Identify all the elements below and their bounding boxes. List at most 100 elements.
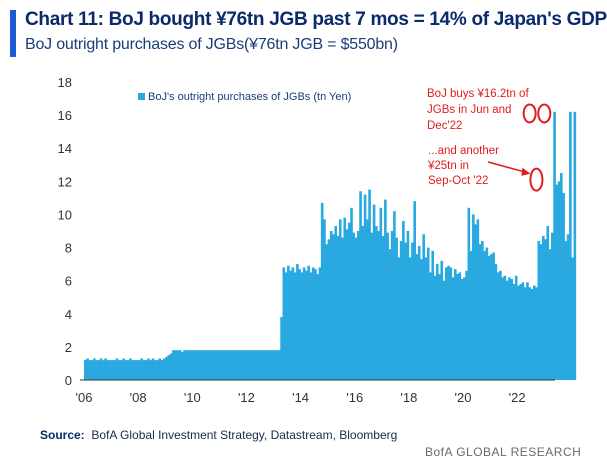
- bar: [205, 350, 209, 380]
- bar: [221, 350, 225, 380]
- bar: [99, 358, 103, 380]
- bar: [539, 244, 543, 380]
- bar: [505, 280, 509, 380]
- bar: [492, 252, 495, 380]
- bar: [361, 226, 365, 380]
- x-tick-label: '06: [76, 390, 93, 405]
- bar: [219, 350, 222, 380]
- y-tick-label: 12: [58, 174, 72, 189]
- bar: [569, 111, 572, 381]
- bar: [555, 184, 559, 380]
- bar: [120, 360, 123, 380]
- bar: [544, 239, 547, 380]
- source-text: BofA Global Investment Strategy, Datastr…: [91, 428, 398, 442]
- bar: [271, 350, 274, 380]
- bar: [487, 255, 491, 380]
- bar: [368, 189, 371, 380]
- bar: [469, 250, 473, 380]
- bar: [476, 219, 480, 380]
- bar: [379, 207, 383, 380]
- bar: [347, 222, 351, 380]
- bar: [548, 249, 552, 380]
- bar: [320, 202, 324, 380]
- bar: [289, 270, 292, 380]
- bar: [237, 350, 241, 380]
- bar: [108, 360, 112, 380]
- bar: [435, 264, 439, 380]
- bar: [266, 350, 270, 380]
- x-tick-label: '12: [238, 390, 255, 405]
- bar: [192, 350, 195, 380]
- bar: [532, 285, 536, 380]
- bar: [138, 360, 141, 380]
- bar: [438, 274, 441, 380]
- legend-swatch: [138, 93, 145, 100]
- bar: [269, 350, 272, 380]
- annotation-text-line: BoJ buys ¥16.2tn of: [427, 88, 529, 100]
- bar: [126, 360, 130, 380]
- bar: [291, 267, 295, 380]
- bar: [210, 350, 213, 380]
- bar: [372, 204, 376, 380]
- bar: [111, 360, 114, 380]
- bar: [458, 272, 462, 380]
- bar: [325, 244, 329, 380]
- bar: [332, 234, 335, 380]
- bar: [84, 360, 87, 380]
- bar: [356, 231, 360, 380]
- bar: [230, 350, 234, 380]
- bar: [456, 274, 459, 380]
- bar: [176, 350, 180, 380]
- chart-subtitle: BoJ outright purchases of JGBs(¥76tn JGB…: [25, 36, 398, 53]
- bar: [183, 350, 186, 380]
- bar: [158, 358, 162, 380]
- bar: [223, 350, 227, 380]
- x-tick-label: '10: [184, 390, 201, 405]
- bar: [296, 264, 299, 380]
- bar: [133, 360, 137, 380]
- bar: [174, 350, 177, 380]
- x-tick-label: '20: [455, 390, 472, 405]
- bar: [208, 350, 211, 380]
- x-tick-label: '22: [509, 390, 526, 405]
- bar: [153, 360, 157, 380]
- bar: [129, 358, 132, 380]
- bar: [393, 211, 396, 380]
- accent-bar: [10, 10, 16, 57]
- bar: [397, 257, 401, 380]
- bar: [399, 240, 403, 380]
- bar: [106, 360, 110, 380]
- bar: [573, 111, 577, 381]
- bar: [377, 231, 380, 380]
- bar: [226, 350, 229, 380]
- bar: [250, 350, 254, 380]
- bar: [521, 282, 525, 380]
- bar: [343, 217, 347, 380]
- bar: [165, 356, 168, 380]
- annotation-text-line: ...and another: [428, 145, 499, 157]
- bar: [530, 288, 534, 380]
- bar: [86, 358, 89, 380]
- bar: [370, 232, 374, 380]
- bar: [329, 231, 333, 380]
- legend-label: BoJ's outright purchases of JGBs (tn Yen…: [148, 91, 351, 103]
- bar: [142, 360, 146, 380]
- bar: [431, 250, 435, 380]
- bar: [334, 226, 338, 380]
- bar: [93, 358, 96, 380]
- bar: [151, 358, 155, 380]
- bar: [388, 249, 392, 380]
- bar: [244, 350, 247, 380]
- bar: [171, 350, 175, 380]
- bar: [386, 232, 389, 380]
- bar: [485, 247, 489, 380]
- bar: [97, 360, 101, 380]
- bar: [338, 219, 342, 380]
- bar: [465, 270, 468, 380]
- bar: [156, 360, 159, 380]
- bar: [463, 277, 466, 380]
- bar: [440, 260, 444, 380]
- bar: [203, 350, 207, 380]
- bar: [345, 229, 349, 380]
- bar: [190, 350, 193, 380]
